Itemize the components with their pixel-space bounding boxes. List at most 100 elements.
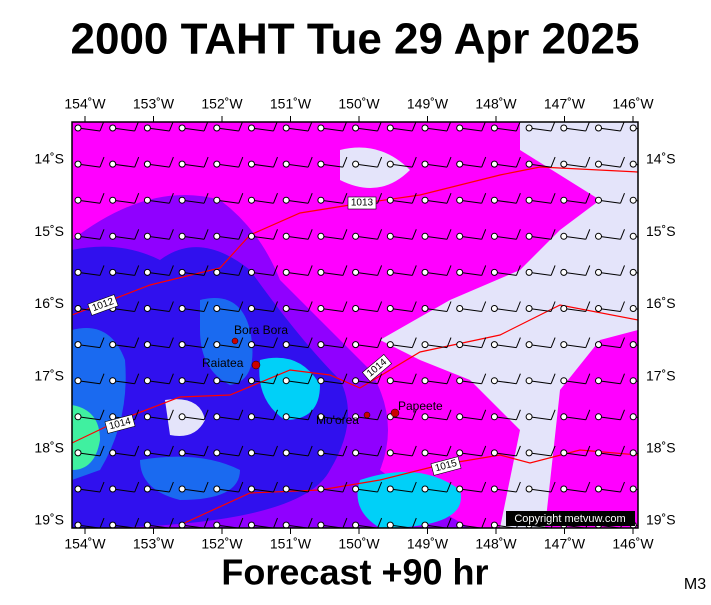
barb-flag bbox=[273, 445, 278, 457]
barb-flag bbox=[134, 373, 140, 384]
lat-label: 17˚S bbox=[646, 367, 676, 383]
barb-flag bbox=[238, 517, 244, 528]
barb-shaft bbox=[633, 199, 638, 202]
barb-shaft bbox=[77, 235, 101, 240]
station bbox=[629, 305, 637, 312]
barb-shaft bbox=[112, 308, 135, 312]
barb-flag bbox=[238, 265, 244, 276]
barb-flag bbox=[550, 229, 556, 240]
barb-flag bbox=[446, 229, 452, 240]
barb-shaft bbox=[390, 271, 413, 276]
station bbox=[109, 377, 117, 385]
station bbox=[74, 124, 82, 132]
barb-flag bbox=[99, 517, 105, 528]
barb-shaft bbox=[529, 235, 552, 240]
lon-label: 151˚W bbox=[270, 536, 312, 552]
barb-flag bbox=[585, 301, 591, 312]
isobar-value: 1013 bbox=[351, 198, 374, 209]
station bbox=[248, 521, 255, 528]
barb-shaft bbox=[320, 127, 343, 132]
field-area bbox=[259, 357, 320, 420]
barb-shaft bbox=[112, 452, 135, 457]
barb-flag bbox=[411, 481, 417, 493]
station bbox=[109, 268, 117, 276]
barb-shaft bbox=[459, 127, 482, 132]
barb-flag bbox=[655, 193, 659, 203]
barb-shaft bbox=[598, 416, 621, 421]
lat-label: 16˚S bbox=[34, 295, 64, 311]
barb-shaft bbox=[320, 452, 343, 457]
barb-shaft bbox=[633, 308, 638, 310]
barb-flag bbox=[550, 301, 556, 312]
station bbox=[317, 124, 325, 132]
barb-flag bbox=[342, 373, 348, 384]
barb-flag bbox=[411, 337, 417, 348]
barb-shaft bbox=[216, 344, 239, 349]
station bbox=[143, 377, 151, 385]
station bbox=[421, 196, 429, 204]
barb-shaft bbox=[147, 452, 170, 457]
barb-flag bbox=[377, 481, 383, 493]
barb-shaft bbox=[286, 271, 309, 276]
barb-shaft bbox=[633, 488, 638, 491]
barb-shaft bbox=[251, 308, 274, 312]
isobar-line bbox=[72, 166, 638, 316]
barb-flag bbox=[203, 301, 209, 312]
barb-flag bbox=[655, 338, 659, 348]
station bbox=[317, 377, 325, 385]
barb-flag bbox=[411, 517, 417, 528]
station bbox=[352, 232, 360, 240]
barb-shaft bbox=[112, 380, 135, 385]
station bbox=[456, 377, 464, 385]
barb-flag bbox=[203, 409, 209, 420]
barb-flag bbox=[620, 301, 625, 312]
station bbox=[525, 377, 533, 385]
barb-shaft bbox=[216, 380, 239, 385]
station bbox=[352, 305, 360, 312]
barb-shaft bbox=[147, 308, 170, 312]
barb-shaft bbox=[355, 163, 378, 168]
isobar-label: 1015 bbox=[430, 456, 462, 476]
station bbox=[178, 124, 186, 132]
station bbox=[490, 485, 498, 493]
station bbox=[456, 160, 464, 168]
station bbox=[525, 413, 533, 421]
station bbox=[560, 196, 568, 204]
station bbox=[248, 268, 255, 276]
barb-flag bbox=[411, 156, 417, 168]
barb-shaft bbox=[390, 344, 413, 349]
barb-shaft bbox=[459, 235, 482, 240]
barb-flag bbox=[238, 409, 244, 420]
barb-flag bbox=[168, 445, 174, 457]
barb-shaft bbox=[529, 380, 552, 385]
barb-shaft bbox=[77, 452, 101, 457]
station bbox=[629, 196, 637, 204]
barb-shaft bbox=[251, 452, 274, 457]
barb-shaft bbox=[216, 235, 239, 240]
barb-flag bbox=[342, 445, 348, 457]
barb-flag bbox=[585, 445, 591, 457]
barb-shaft bbox=[459, 452, 482, 457]
barb-shaft bbox=[459, 308, 482, 312]
barb-flag bbox=[515, 481, 521, 493]
barb-shaft bbox=[494, 452, 517, 457]
station bbox=[560, 124, 568, 132]
barb-shaft bbox=[112, 488, 135, 493]
lon-label: 147˚W bbox=[544, 96, 586, 112]
barb-flag bbox=[134, 301, 140, 312]
barb-flag bbox=[307, 445, 313, 457]
barb-flag bbox=[273, 229, 278, 240]
barb-flag bbox=[377, 301, 383, 312]
barb-flag bbox=[203, 517, 209, 528]
station bbox=[74, 485, 82, 493]
barb-shaft bbox=[529, 308, 552, 312]
station bbox=[386, 449, 394, 457]
islands bbox=[231, 337, 400, 419]
barb-flag bbox=[238, 481, 244, 493]
barb-shaft bbox=[563, 235, 586, 240]
barb-shaft bbox=[598, 163, 621, 168]
barb-shaft bbox=[424, 344, 448, 349]
station bbox=[248, 305, 255, 312]
lat-label: 16˚S bbox=[646, 295, 676, 311]
barb-flag bbox=[134, 337, 140, 348]
